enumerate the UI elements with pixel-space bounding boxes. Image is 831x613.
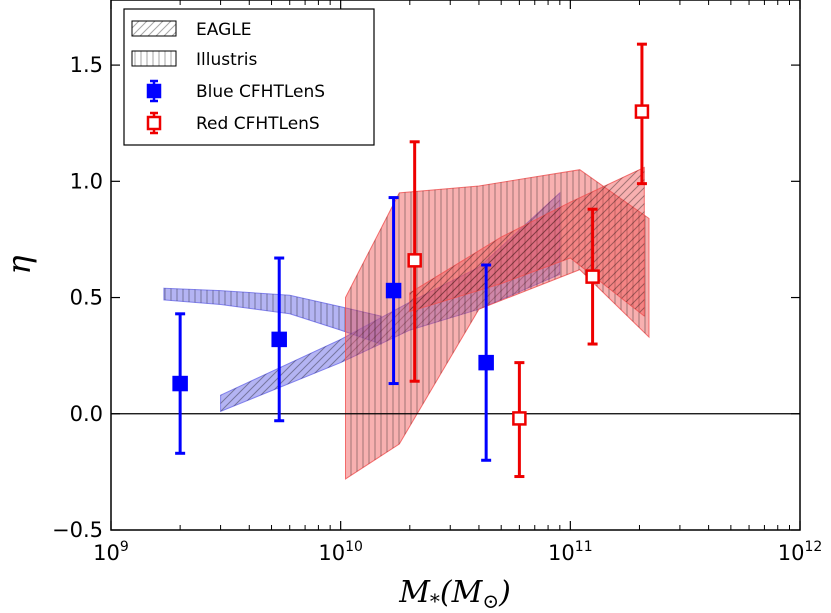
marker [385,282,402,299]
band-illustris-blue-hatch [163,288,382,344]
legend-marker-red [146,115,162,131]
y-tick-label: 0.0 [70,402,103,426]
x-axis-label: M*(M⊙) [398,575,511,613]
band-eagle-red-hatch [409,167,645,317]
y-tick-label: −0.5 [52,518,103,542]
ticks-layer: −0.5 0.0 0.5 1.0 1.5 109 1010 1011 1012 [52,0,822,565]
band-eagle-blue-hatch [220,192,560,412]
y-tick-label: 1.5 [70,53,103,77]
x-tick-label: 1011 [548,539,593,565]
plot-frame [110,0,801,531]
legend-marker-blue [146,83,162,99]
marker [585,269,600,284]
y-axis-label: η [0,255,38,274]
legend-swatch-illustris [131,50,177,67]
legend-swatch-eagle [131,20,177,37]
x-tick-label: 1010 [318,539,363,565]
data-point-red-4 [634,42,650,186]
legend-label-illustris: Illustris [196,50,257,70]
points-layer [172,42,650,479]
marker [172,375,188,392]
legend-label-red: Red CFHTLenS [196,114,320,134]
data-point-blue-4 [478,263,494,462]
legend-entry-eagle: EAGLE [131,20,251,40]
data-point-red-3 [585,207,600,346]
legend-label-eagle: EAGLE [196,20,251,40]
legend-label-blue: Blue CFHTLenS [196,82,325,102]
data-point-red-2 [512,361,527,479]
data-point-blue-1 [172,312,188,455]
data-point-blue-3 [385,196,402,386]
marker [271,331,287,348]
legend: EAGLE Illustris Blue CFHTLenS Red CFHTLe… [123,8,375,146]
y-tick-label: 0.5 [70,286,103,310]
bands-layer [163,166,650,480]
legend-entry-blue: Blue CFHTLenS [146,79,325,103]
legend-entry-red: Red CFHTLenS [146,111,320,135]
marker [478,354,494,371]
axis-labels: η M*(M⊙) [0,255,511,613]
marker [407,253,422,268]
legend-entry-illustris: Illustris [131,50,257,70]
x-tick-label: 109 [93,539,129,565]
data-point-blue-2 [271,256,287,423]
data-point-red-1 [407,140,422,383]
marker [634,104,650,119]
y-tick-label: 1.0 [70,169,103,193]
x-tick-label: 1012 [778,539,823,565]
marker [512,411,527,426]
